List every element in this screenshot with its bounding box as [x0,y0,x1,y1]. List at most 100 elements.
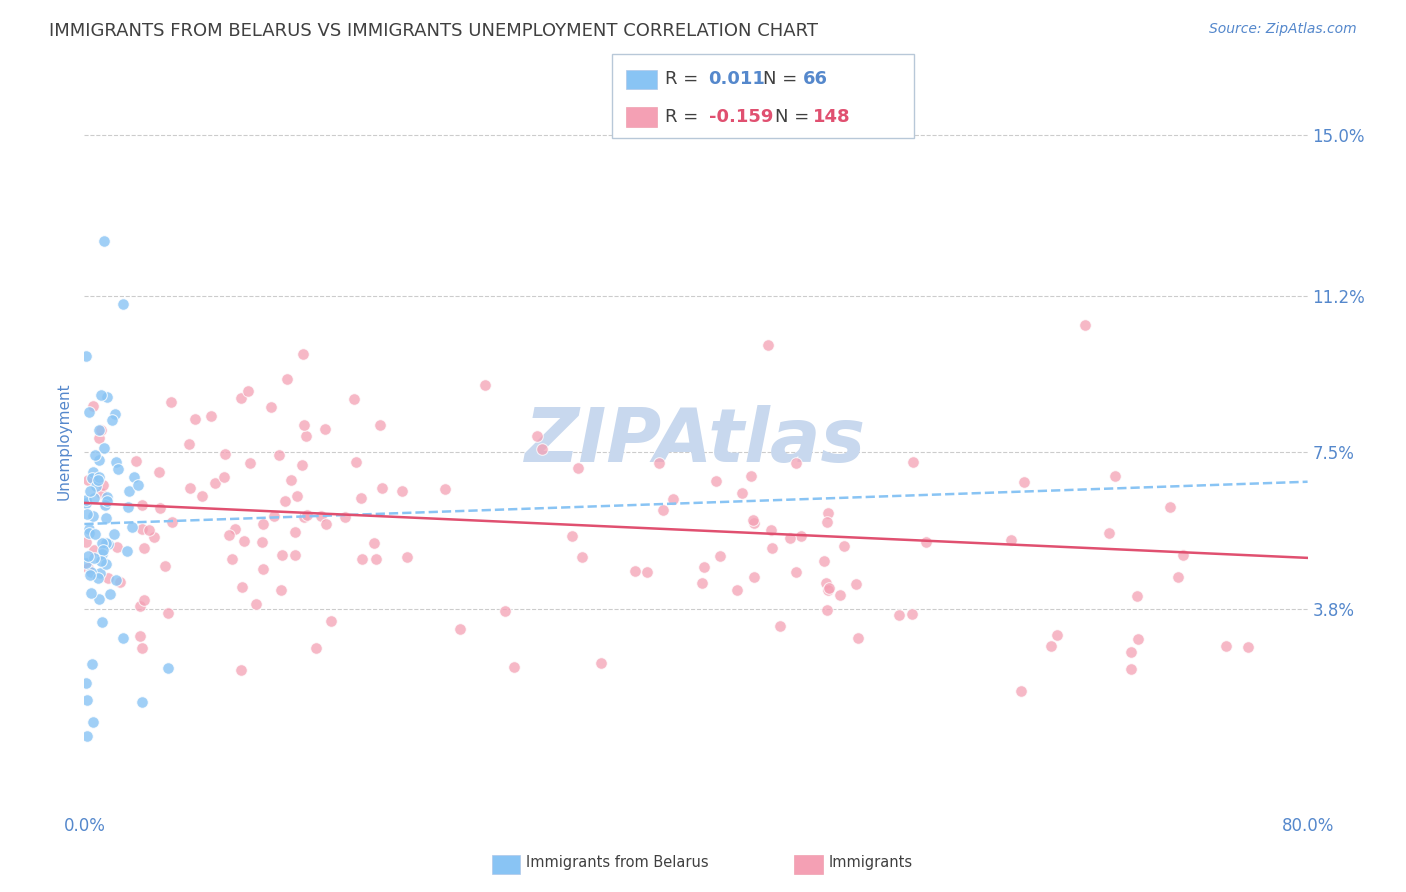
Point [845,577,868,591]
Point [82,399,104,413]
Point [292,509,315,524]
Point [93,441,115,455]
Point [82,465,104,479]
Point [184,412,207,426]
Point [131,498,153,512]
Point [1012,475,1035,489]
Point [91,547,114,561]
Point [250,535,273,549]
Point [759,523,782,537]
Point [75,496,97,510]
Point [75,556,97,570]
Text: 0.011: 0.011 [709,70,765,88]
Point [276,372,298,386]
Point [129,629,152,643]
Point [901,607,924,622]
Point [731,486,754,500]
Point [1010,684,1032,698]
Point [704,474,727,488]
Point [363,536,385,550]
Point [153,558,176,573]
Point [76,693,98,707]
Point [364,551,387,566]
Text: ZIPAtlas: ZIPAtlas [526,405,866,478]
Text: R =: R = [665,108,704,126]
Point [89,423,111,437]
Point [785,456,807,470]
Point [131,641,153,656]
Point [179,481,201,495]
Point [233,533,256,548]
Point [591,657,613,671]
Y-axis label: Unemployment: Unemployment [56,383,72,500]
Point [111,297,134,311]
Point [740,469,762,483]
Point [90,554,112,568]
Point [118,484,141,499]
Point [1104,468,1126,483]
Point [101,412,124,426]
Text: R =: R = [665,70,704,88]
Point [295,429,318,443]
Point [245,597,267,611]
Point [725,582,748,597]
Point [224,522,246,536]
Point [97,571,120,585]
Text: Source: ZipAtlas.com: Source: ZipAtlas.com [1209,22,1357,37]
Point [90,423,112,437]
Point [87,473,110,487]
Point [297,508,319,523]
Point [124,454,146,468]
Point [571,550,593,565]
Point [1097,526,1119,541]
Point [94,499,117,513]
Point [789,529,811,543]
Point [229,663,252,677]
Point [561,529,583,543]
Point [818,581,841,595]
Point [239,456,262,470]
Point [815,603,838,617]
Point [94,536,117,550]
Point [284,548,307,562]
Point [817,582,839,597]
Point [149,501,172,516]
Point [91,477,114,491]
Point [148,465,170,479]
Point [284,525,307,540]
Point [127,478,149,492]
Point [134,541,156,556]
Point [914,534,936,549]
Point [846,631,869,645]
Point [98,587,121,601]
Point [494,604,516,618]
Point [1167,570,1189,584]
Point [292,418,315,433]
Point [1159,500,1181,514]
Text: Immigrants from Belarus: Immigrants from Belarus [526,855,709,870]
Point [104,407,127,421]
Point [90,388,112,402]
Point [103,527,125,541]
Point [349,491,371,506]
Point [79,484,101,499]
Point [204,476,226,491]
Point [1121,645,1143,659]
Point [889,608,911,623]
Point [270,583,292,598]
Point [309,508,332,523]
Point [142,530,165,544]
Point [97,537,120,551]
Point [779,531,801,545]
Point [252,562,274,576]
Point [221,552,243,566]
Point [90,615,112,630]
Point [83,543,105,558]
Point [75,534,97,549]
Point [531,442,554,456]
Point [231,580,253,594]
Point [229,392,252,406]
Point [769,619,792,633]
Point [1215,639,1237,653]
Point [321,614,343,628]
